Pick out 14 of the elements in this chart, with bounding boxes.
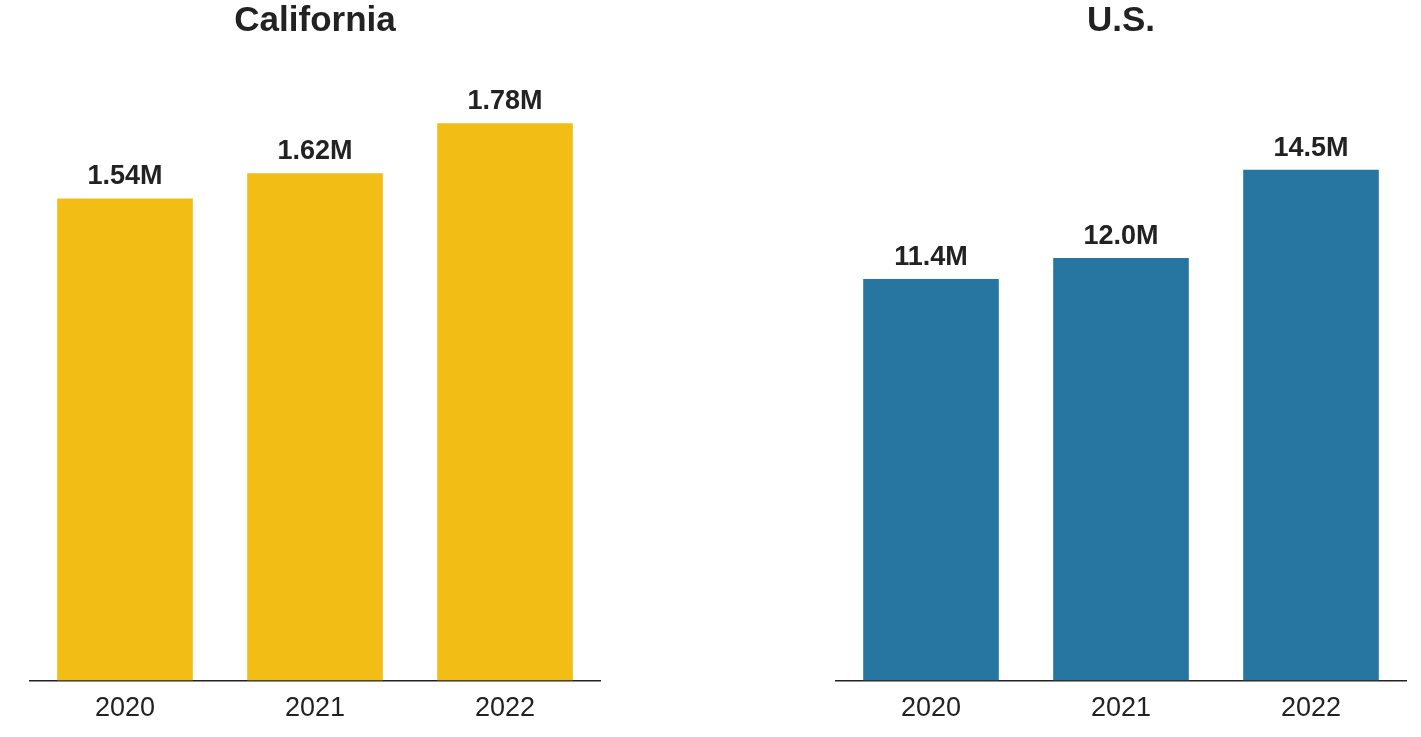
x-tick-label: 2021 bbox=[284, 692, 346, 723]
x-tick-label: 2022 bbox=[474, 692, 536, 723]
data-label: 1.62M bbox=[277, 135, 353, 166]
chart-title: U.S. bbox=[1086, 0, 1156, 38]
x-tick-label: 2021 bbox=[1090, 692, 1152, 723]
data-label: 1.54M bbox=[87, 160, 163, 191]
x-tick-label: 2020 bbox=[900, 692, 962, 723]
chart-title: California bbox=[234, 0, 397, 38]
data-label: 11.4M bbox=[894, 240, 968, 271]
x-tick-label: 2022 bbox=[1280, 692, 1342, 723]
data-label: 14.5M bbox=[1273, 131, 1349, 162]
data-label: 1.78M bbox=[467, 85, 543, 116]
data-label: 12.0M bbox=[1083, 219, 1159, 250]
x-tick-label: 2020 bbox=[94, 692, 156, 723]
